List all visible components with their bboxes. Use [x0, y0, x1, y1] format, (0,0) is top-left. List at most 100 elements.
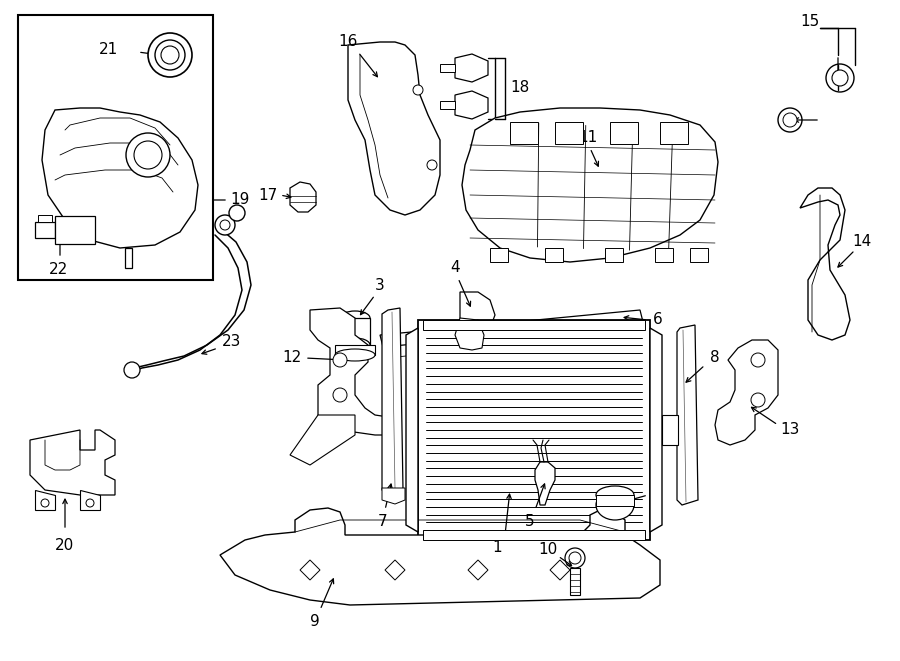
Circle shape: [427, 160, 437, 170]
Text: 5: 5: [526, 514, 535, 529]
Ellipse shape: [340, 338, 370, 352]
Polygon shape: [468, 560, 488, 580]
Polygon shape: [596, 495, 634, 506]
Polygon shape: [348, 42, 440, 215]
Bar: [18, 15, 213, 280]
Text: 13: 13: [780, 422, 800, 438]
Circle shape: [86, 499, 94, 507]
Bar: [510, 122, 538, 144]
Text: 1: 1: [492, 539, 502, 555]
Polygon shape: [385, 560, 405, 580]
Polygon shape: [650, 328, 662, 532]
Circle shape: [333, 388, 347, 402]
Polygon shape: [440, 64, 455, 72]
Circle shape: [229, 205, 245, 221]
Polygon shape: [462, 108, 718, 262]
Polygon shape: [800, 188, 850, 340]
Circle shape: [333, 353, 347, 367]
Text: 8: 8: [710, 350, 720, 366]
Text: 12: 12: [283, 350, 302, 366]
Text: 2: 2: [653, 485, 662, 500]
Polygon shape: [690, 248, 708, 262]
Polygon shape: [380, 310, 643, 347]
Circle shape: [134, 141, 162, 169]
Circle shape: [778, 108, 802, 132]
Text: 4: 4: [450, 260, 460, 276]
Polygon shape: [423, 320, 645, 330]
Bar: [660, 122, 688, 144]
Polygon shape: [655, 248, 673, 262]
Circle shape: [569, 552, 581, 564]
Polygon shape: [440, 101, 455, 109]
Polygon shape: [460, 292, 495, 332]
Polygon shape: [38, 215, 52, 222]
Polygon shape: [335, 345, 375, 355]
Text: 21: 21: [98, 42, 118, 58]
Polygon shape: [455, 54, 488, 82]
Circle shape: [751, 393, 765, 407]
Ellipse shape: [335, 349, 375, 361]
Bar: [610, 122, 638, 144]
Polygon shape: [35, 490, 55, 510]
Circle shape: [565, 548, 585, 568]
Polygon shape: [80, 490, 100, 510]
Ellipse shape: [596, 486, 634, 504]
Circle shape: [124, 362, 140, 378]
Polygon shape: [290, 415, 355, 465]
Ellipse shape: [596, 490, 634, 520]
Polygon shape: [662, 415, 678, 445]
Circle shape: [161, 46, 179, 64]
Text: 10: 10: [538, 541, 558, 557]
Circle shape: [41, 499, 49, 507]
Polygon shape: [406, 328, 418, 532]
Polygon shape: [490, 248, 508, 262]
Text: 7: 7: [378, 514, 388, 529]
Circle shape: [220, 220, 230, 230]
Polygon shape: [382, 308, 403, 494]
Text: 6: 6: [653, 313, 663, 327]
Polygon shape: [125, 248, 132, 268]
Text: 19: 19: [230, 192, 249, 208]
Text: 16: 16: [338, 34, 357, 50]
Text: 18: 18: [510, 81, 529, 95]
Circle shape: [155, 40, 185, 70]
Polygon shape: [35, 222, 55, 238]
Polygon shape: [545, 248, 563, 262]
Polygon shape: [382, 488, 405, 504]
Bar: [555, 122, 583, 144]
Text: 9: 9: [310, 615, 320, 629]
Polygon shape: [605, 248, 623, 262]
Polygon shape: [290, 182, 316, 212]
Polygon shape: [455, 318, 484, 350]
Circle shape: [148, 33, 192, 77]
Text: 3: 3: [375, 278, 385, 293]
Circle shape: [783, 113, 797, 127]
Polygon shape: [677, 325, 698, 505]
Circle shape: [826, 64, 854, 92]
Text: 22: 22: [49, 262, 68, 278]
Text: 23: 23: [222, 334, 242, 350]
Polygon shape: [30, 430, 115, 495]
Polygon shape: [423, 530, 645, 540]
Polygon shape: [220, 508, 660, 605]
Text: 15: 15: [800, 15, 820, 30]
Circle shape: [126, 133, 170, 177]
Circle shape: [751, 353, 765, 367]
Circle shape: [413, 85, 423, 95]
Circle shape: [215, 215, 235, 235]
Text: 17: 17: [258, 188, 277, 202]
Polygon shape: [455, 91, 488, 119]
Polygon shape: [550, 560, 570, 580]
Polygon shape: [570, 568, 580, 595]
Circle shape: [832, 70, 848, 86]
Polygon shape: [418, 320, 650, 540]
Text: 20: 20: [56, 537, 75, 553]
Polygon shape: [535, 462, 555, 505]
Polygon shape: [715, 340, 778, 445]
Ellipse shape: [340, 311, 370, 325]
Polygon shape: [42, 108, 198, 248]
Polygon shape: [300, 560, 320, 580]
Polygon shape: [55, 216, 95, 244]
Text: 14: 14: [852, 235, 871, 249]
Text: 11: 11: [579, 130, 598, 145]
